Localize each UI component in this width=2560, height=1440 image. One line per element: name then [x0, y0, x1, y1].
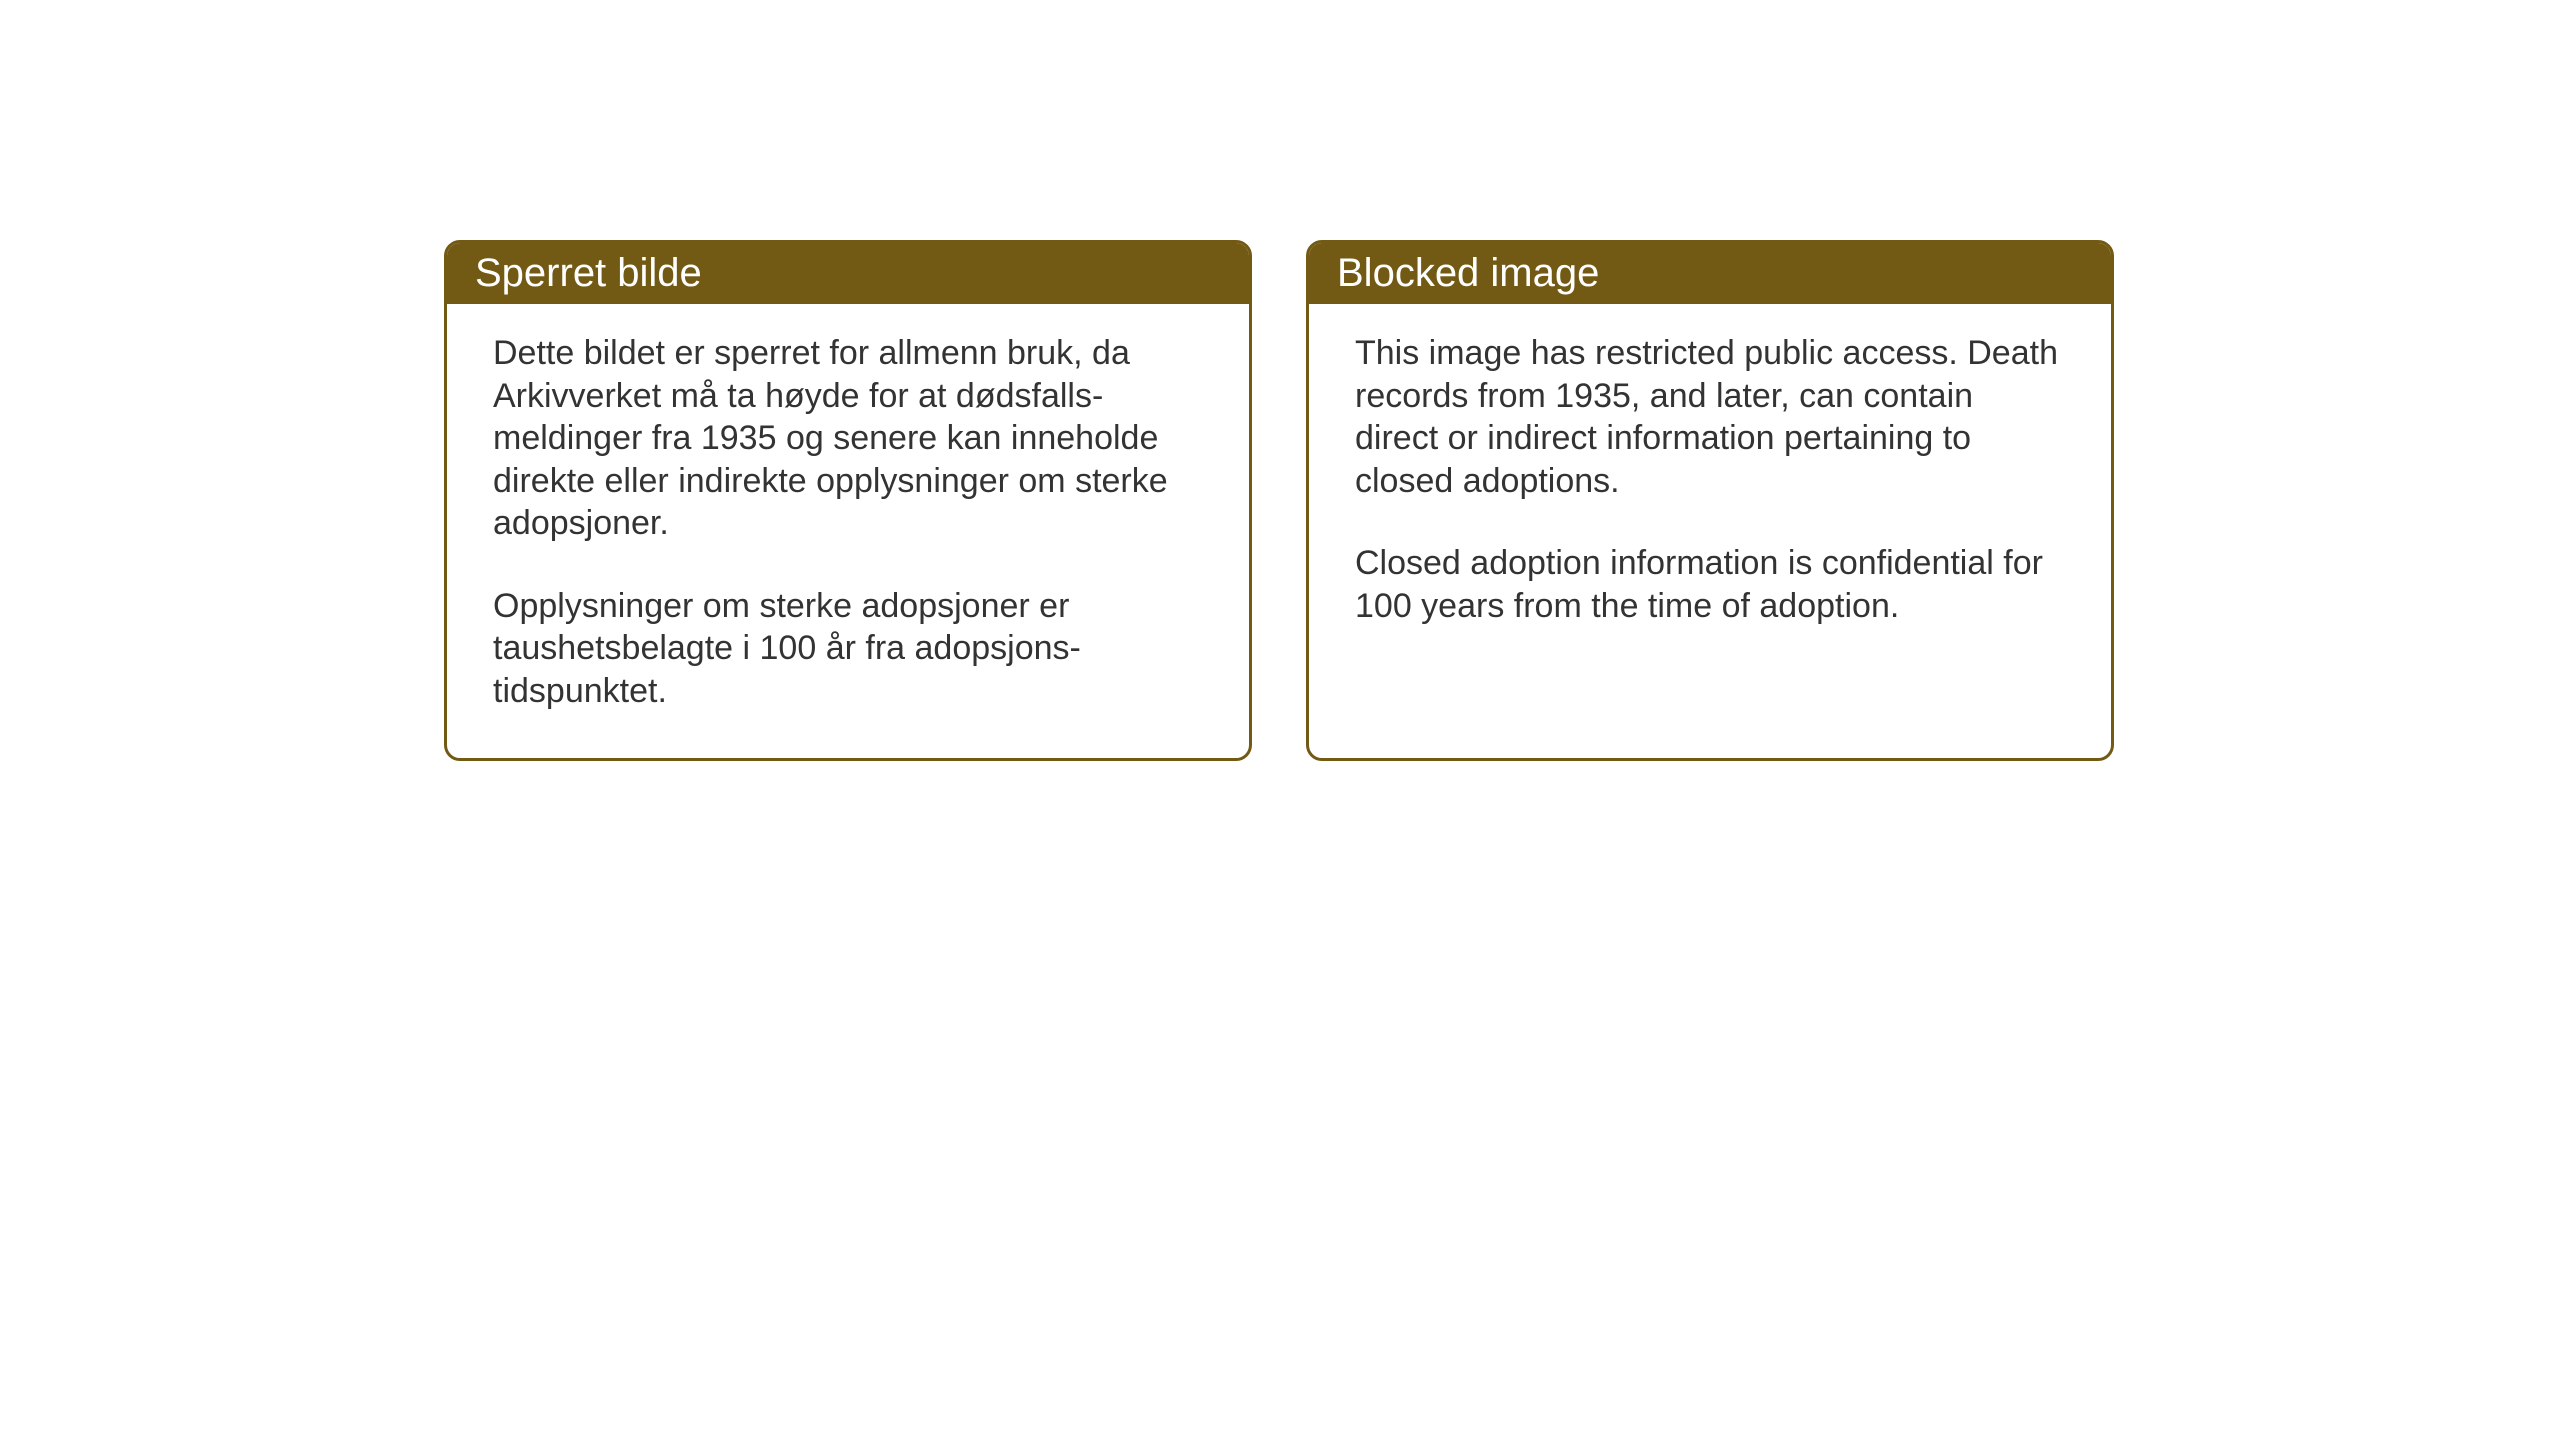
card-paragraph-norwegian-2: Opplysninger om sterke adopsjoner er tau…	[493, 585, 1203, 713]
card-title-english: Blocked image	[1337, 251, 1599, 295]
card-paragraph-english-1: This image has restricted public access.…	[1355, 332, 2065, 502]
card-body-english: This image has restricted public access.…	[1309, 304, 2111, 673]
card-english: Blocked image This image has restricted …	[1306, 240, 2114, 761]
card-body-norwegian: Dette bildet er sperret for allmenn bruk…	[447, 304, 1249, 758]
card-title-norwegian: Sperret bilde	[475, 251, 702, 295]
card-paragraph-english-2: Closed adoption information is confident…	[1355, 542, 2065, 627]
card-paragraph-norwegian-1: Dette bildet er sperret for allmenn bruk…	[493, 332, 1203, 545]
card-header-english: Blocked image	[1309, 243, 2111, 304]
card-norwegian: Sperret bilde Dette bildet er sperret fo…	[444, 240, 1252, 761]
card-container: Sperret bilde Dette bildet er sperret fo…	[444, 240, 2114, 761]
card-header-norwegian: Sperret bilde	[447, 243, 1249, 304]
